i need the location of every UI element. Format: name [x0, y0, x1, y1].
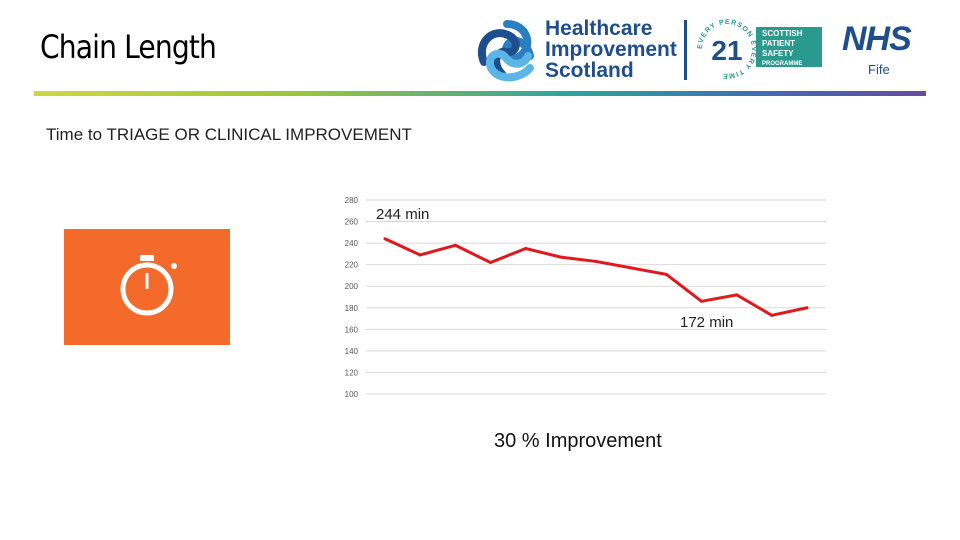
header-divider: [34, 91, 926, 96]
improvement-label: 30 % Improvement: [494, 430, 662, 452]
slide-title: Chain Length: [40, 28, 217, 66]
end-annotation: 172 min: [680, 314, 734, 331]
series-line: [384, 237, 808, 317]
badge-number: 21: [711, 35, 742, 66]
data-point: [383, 237, 387, 241]
logo-divider: [684, 20, 687, 80]
data-point: [770, 313, 774, 317]
sp-line-4: PROGRAMME: [762, 61, 803, 67]
y-tick-label: 140: [345, 347, 359, 356]
hi-line-3: Scotland: [545, 59, 634, 82]
data-point: [524, 247, 528, 250]
y-tick-label: 200: [345, 282, 359, 291]
data-point: [664, 272, 668, 276]
y-tick-label: 240: [345, 239, 359, 248]
hi-line-1: Healthcare: [545, 17, 653, 40]
timer-tile: [64, 229, 230, 345]
y-tick-label: 160: [345, 325, 359, 334]
sp-line-1: SCOTTISH: [762, 29, 803, 38]
sp-line-3: SAFETY: [762, 49, 794, 58]
y-tick-label: 120: [345, 368, 359, 377]
hi-line-2: Improvement: [545, 38, 677, 61]
data-point: [489, 261, 492, 265]
knot-logo-icon: [477, 20, 537, 82]
data-point: [453, 243, 457, 247]
logo-strip: Healthcare Improvement Scotland EVERY PE…: [470, 12, 940, 88]
stopwatch-icon: [120, 255, 177, 316]
y-tick-label: 260: [345, 218, 359, 227]
data-point: [418, 253, 422, 257]
line-chart: 280 260 240 220 200 180 160 140 120 100: [345, 196, 826, 399]
nhs-fife-logo: NHS Fife: [840, 20, 932, 86]
data-point: [629, 266, 633, 270]
nhs-wordmark: NHS: [842, 20, 912, 58]
hi-wordmark: Healthcare Improvement Scotland: [545, 18, 677, 81]
nhs-board-name: Fife: [868, 62, 890, 77]
data-point: [559, 255, 563, 259]
data-point: [735, 293, 739, 297]
y-tick-label: 280: [345, 196, 359, 205]
data-point: [700, 299, 703, 303]
y-tick-label: 100: [345, 390, 359, 399]
data-point: [594, 259, 598, 263]
data-point: [805, 306, 809, 310]
start-annotation: 244 min: [376, 206, 430, 223]
chart-subtitle: Time to TRIAGE OR CLINICAL IMPROVEMENT: [46, 125, 412, 144]
every-person-badge: EVERY PERSON EVERY TIME 21: [697, 19, 757, 79]
y-tick-label: 180: [345, 304, 359, 313]
y-tick-label: 220: [345, 261, 359, 270]
sp-line-2: PATIENT: [762, 39, 796, 48]
spsp-logo: SCOTTISH PATIENT SAFETY PROGRAMME: [756, 27, 822, 67]
